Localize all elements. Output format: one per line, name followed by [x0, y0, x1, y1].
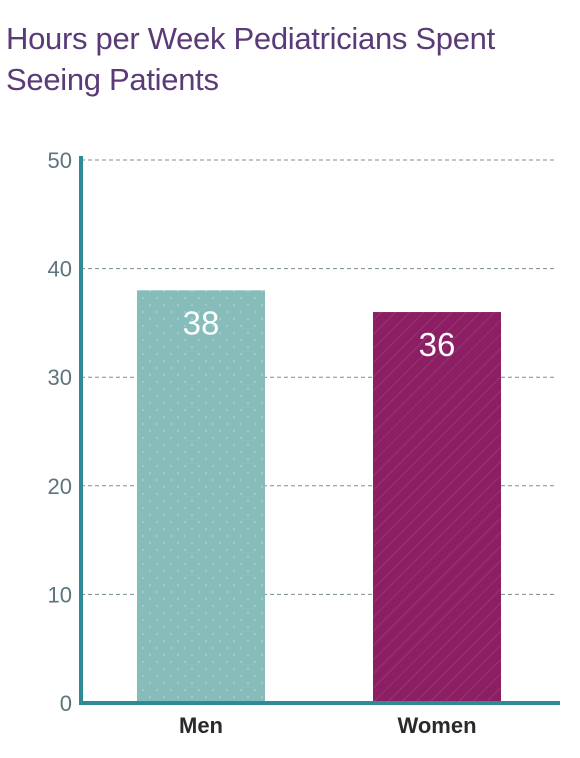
y-tick-label: 20 — [48, 474, 72, 499]
bars — [137, 290, 501, 703]
x-category-label: Men — [179, 713, 223, 738]
bar-texture — [137, 290, 265, 703]
y-tick-label: 50 — [48, 148, 72, 173]
labels: 0 10 20 30 40 50 38 Men 36 Women — [48, 148, 477, 738]
chart-title-line-2: Seeing Patients — [6, 62, 219, 97]
chart-title-line-1: Hours per Week Pediatricians Spent — [6, 21, 495, 56]
bar-value-label: 38 — [183, 304, 220, 341]
y-tick-label: 40 — [48, 257, 72, 282]
y-tick-label: 0 — [60, 691, 72, 716]
x-category-label: Women — [397, 713, 476, 738]
bar-texture — [373, 312, 501, 703]
bar-value-label: 36 — [419, 326, 456, 363]
y-tick-label: 10 — [48, 582, 72, 607]
chart-title: Hours per Week Pediatricians Spent Seein… — [6, 18, 566, 100]
y-tick-label: 30 — [48, 365, 72, 390]
axes — [79, 156, 560, 705]
